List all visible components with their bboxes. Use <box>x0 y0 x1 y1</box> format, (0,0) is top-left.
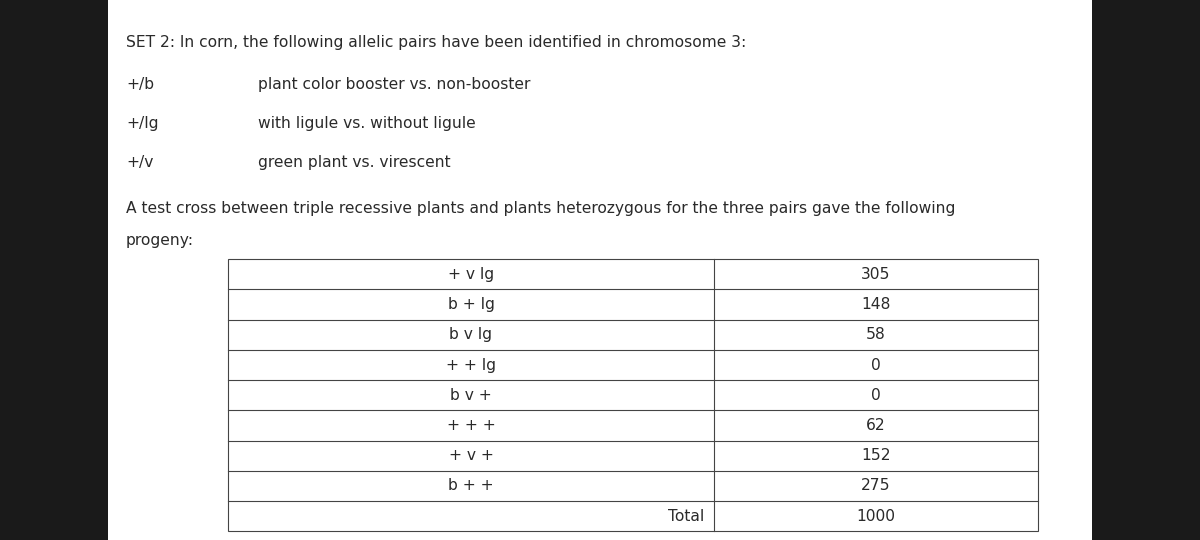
Text: A test cross between triple recessive plants and plants heterozygous for the thr: A test cross between triple recessive pl… <box>126 201 955 216</box>
Text: 58: 58 <box>866 327 886 342</box>
Text: +/v: +/v <box>126 155 154 170</box>
Text: Total: Total <box>668 509 704 524</box>
Bar <box>228 259 1038 531</box>
Text: +/lg: +/lg <box>126 116 158 131</box>
Text: + + +: + + + <box>446 418 496 433</box>
Text: 148: 148 <box>862 297 890 312</box>
Text: + v +: + v + <box>449 448 493 463</box>
Text: green plant vs. virescent: green plant vs. virescent <box>258 155 451 170</box>
Text: progeny:: progeny: <box>126 233 194 248</box>
Text: + v lg: + v lg <box>448 267 494 282</box>
Text: 0: 0 <box>871 388 881 403</box>
Text: 275: 275 <box>862 478 890 494</box>
Text: + + lg: + + lg <box>446 357 496 373</box>
Text: 1000: 1000 <box>857 509 895 524</box>
Text: b + +: b + + <box>448 478 494 494</box>
Text: b v lg: b v lg <box>450 327 492 342</box>
Text: SET 2: In corn, the following allelic pairs have been identified in chromosome 3: SET 2: In corn, the following allelic pa… <box>126 35 746 50</box>
Text: +/b: +/b <box>126 77 154 92</box>
Text: 152: 152 <box>862 448 890 463</box>
Text: plant color booster vs. non-booster: plant color booster vs. non-booster <box>258 77 530 92</box>
Text: with ligule vs. without ligule: with ligule vs. without ligule <box>258 116 475 131</box>
Text: 305: 305 <box>862 267 890 282</box>
Text: b + lg: b + lg <box>448 297 494 312</box>
Text: 62: 62 <box>866 418 886 433</box>
Text: b v +: b v + <box>450 388 492 403</box>
Text: 0: 0 <box>871 357 881 373</box>
